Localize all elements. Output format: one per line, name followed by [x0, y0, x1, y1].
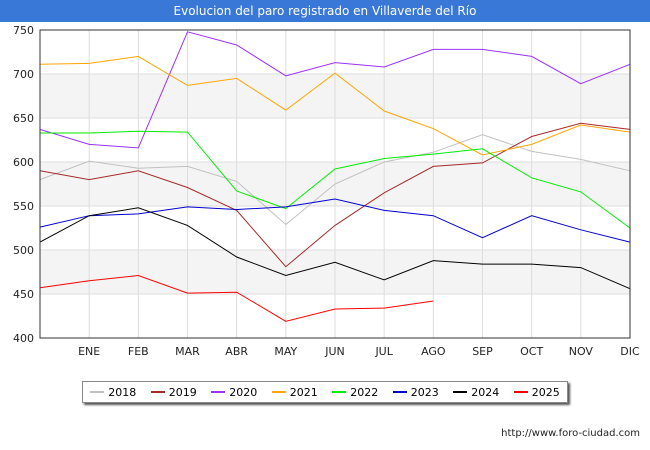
legend-label: 2019: [168, 385, 197, 399]
y-tick-label: 700: [13, 68, 34, 81]
x-axis: ENE FEB MAR ABR MAY JUN JUL AGO SEP OCT NOV DIC: [78, 345, 640, 358]
y-tick-label: 500: [13, 244, 34, 257]
legend-item-2020: 2020: [211, 386, 257, 399]
x-tick-label: OCT: [520, 345, 543, 358]
legend-item-2024: 2024: [453, 386, 499, 399]
x-tick-label: MAY: [274, 345, 297, 358]
legend-label: 2018: [108, 385, 137, 399]
series-line-2023: [39, 198, 631, 243]
legend-label: 2023: [410, 385, 439, 399]
legend-item-2021: 2021: [271, 385, 318, 399]
legend-swatch: [513, 391, 528, 393]
y-tick-label: 550: [13, 200, 34, 213]
series-lines: [39, 31, 631, 322]
y-axis: 400 450 500 550 600 650 700 750: [13, 24, 34, 345]
x-tick-label: NOV: [569, 345, 594, 358]
legend-swatch: [90, 391, 105, 393]
legend-label: 2022: [350, 385, 379, 399]
y-tick-label: 400: [13, 332, 34, 345]
series-line-2025: [39, 274, 434, 322]
x-tick-label: ABR: [225, 345, 248, 358]
legend-label: 2024: [471, 385, 500, 399]
y-tick-label: 650: [13, 112, 34, 125]
series-line-2022: [40, 130, 631, 229]
x-tick-label: JUN: [324, 345, 345, 358]
legend-swatch: [211, 391, 226, 393]
legend-label: 2020: [229, 385, 258, 399]
legend-item-2019: 2019: [150, 385, 197, 399]
series-line-2020: [39, 31, 631, 149]
series-line-2024: [39, 207, 631, 290]
legend-item-2022: 2022: [332, 386, 378, 399]
legend-label: 2021: [289, 385, 318, 399]
x-tick-label: SEP: [472, 345, 493, 358]
legend-label: 2025: [531, 385, 560, 399]
legend-swatch: [453, 391, 468, 393]
series-line-2018: [39, 134, 631, 226]
series-line-2021: [39, 55, 631, 156]
legend-item-2023: 2023: [392, 385, 439, 399]
legend: 2018 2019 2020 2021 2022 2023 2024 2025: [82, 381, 568, 403]
y-tick-label: 450: [13, 288, 34, 301]
x-tick-label: MAR: [175, 345, 200, 358]
x-tick-label: JUL: [374, 345, 393, 358]
x-tick-label: FEB: [128, 345, 149, 358]
x-tick-label: DIC: [620, 345, 640, 358]
legend-swatch: [332, 391, 347, 393]
chart-title: Evolucion del paro registrado en Villave…: [0, 0, 650, 22]
x-tick-label: ENE: [78, 345, 100, 358]
y-tick-label: 750: [13, 24, 34, 37]
legend-swatch: [271, 391, 286, 393]
source-credit: http://www.foro-ciudad.com: [501, 428, 640, 439]
plot-border: [39, 29, 631, 339]
legend-swatch: [150, 391, 165, 393]
x-tick-label: AGO: [421, 345, 446, 358]
y-tick-label: 600: [13, 156, 34, 169]
legend-item-2025: 2025: [513, 385, 560, 399]
legend-item-2018: 2018: [90, 386, 136, 399]
series-line-2019: [39, 122, 631, 268]
legend-swatch: [392, 391, 407, 393]
